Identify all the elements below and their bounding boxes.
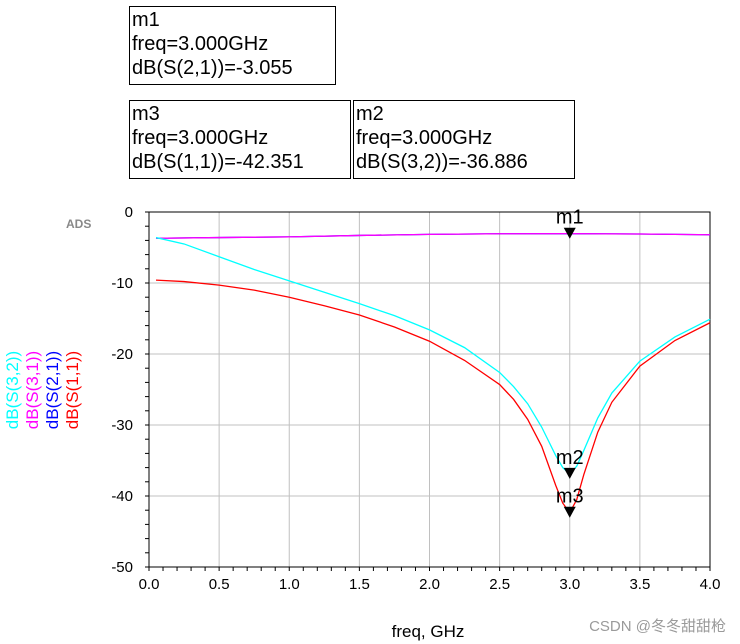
marker-freq: freq=3.000GHz	[132, 127, 269, 149]
marker-label-m2: m2	[556, 447, 584, 469]
marker-triangle-m3	[563, 506, 576, 518]
ads-tag: ADS	[66, 217, 92, 231]
x-tick-label: 0.0	[139, 576, 160, 593]
x-tick-label: 1.5	[349, 576, 370, 593]
marker-name: m2	[356, 103, 384, 125]
legend-entry-dB(S(1,1)): dB(S(1,1))	[63, 351, 82, 429]
legend-entry-dB(S(2,1)): dB(S(2,1))	[43, 351, 62, 429]
marker-triangle-m2	[563, 467, 576, 479]
grid	[148, 211, 711, 568]
legend-entry-dB(S(3,2)): dB(S(3,2))	[3, 351, 22, 429]
series-line-dB(S(3,2))	[155, 236, 711, 475]
marker-readout-m3: m3 freq=3.000GHz dB(S(1,1))=-42.351	[129, 100, 351, 179]
series-layer	[155, 232, 711, 514]
x-axis-label: freq, GHz	[392, 622, 465, 641]
y-tick-label: -30	[111, 417, 133, 434]
marker-value: dB(S(3,2))=-36.886	[356, 151, 528, 173]
y-tick-label: -20	[111, 346, 133, 363]
x-tick-label: 1.0	[279, 576, 300, 593]
x-tick-label: 3.0	[559, 576, 580, 593]
marker-readout-m1: m1 freq=3.000GHz dB(S(2,1))=-3.055	[129, 6, 336, 85]
series-line-dB(S(3,1))	[156, 232, 711, 239]
x-tick-label: 4.0	[700, 576, 721, 593]
x-tick-label: 2.5	[489, 576, 510, 593]
series-line-dB(S(1,1))	[155, 279, 711, 514]
watermark: CSDN @冬冬甜甜枪	[589, 618, 726, 635]
marker-value: dB(S(1,1))=-42.351	[132, 151, 304, 173]
marker-label-m1: m1	[556, 207, 584, 229]
y-tick-label: -10	[111, 275, 133, 292]
marker-readout-m2: m2 freq=3.000GHz dB(S(3,2))=-36.886	[353, 100, 575, 179]
y-tick-label: -40	[111, 488, 133, 505]
marker-freq: freq=3.000GHz	[356, 127, 493, 149]
x-tick-label: 3.5	[629, 576, 650, 593]
marker-triangle-m1	[563, 227, 576, 239]
marker-name: m3	[132, 103, 160, 125]
ticks-layer: 0.0 0.5 1.0 1.5 2.0 2.5 3.0 3.5 4.0 0 -10 -20 -30 -40…	[111, 204, 720, 593]
marker-freq: freq=3.000GHz	[132, 33, 269, 55]
marker-name: m1	[132, 9, 160, 31]
y-tick-label: 0	[125, 204, 133, 221]
y-tick-label: -50	[111, 559, 133, 576]
legend-entry-dB(S(3,1)): dB(S(3,1))	[23, 351, 42, 429]
markers-layer: m1 m3 m2	[556, 207, 584, 518]
x-tick-label: 0.5	[209, 576, 230, 593]
marker-value: dB(S(2,1))=-3.055	[132, 57, 293, 79]
marker-label-m3: m3	[556, 486, 584, 508]
legend: dB(S(3,2)) dB(S(3,1)) dB(S(2,1)) dB(S(1,1))	[3, 351, 82, 429]
x-tick-label: 2.0	[419, 576, 440, 593]
